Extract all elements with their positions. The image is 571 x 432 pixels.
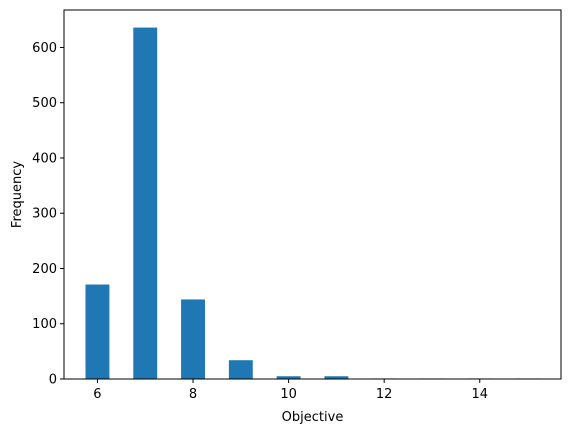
x-tick-label: 10 <box>280 387 297 402</box>
x-axis-ticks: 6 8 10 12 14 <box>93 379 488 402</box>
x-tick-label: 12 <box>376 387 393 402</box>
y-tick-label: 100 <box>32 317 57 332</box>
y-tick-label: 400 <box>32 151 57 166</box>
y-tick-label: 300 <box>32 207 57 222</box>
axes-frame <box>63 9 562 380</box>
axes-layer <box>63 9 562 380</box>
y-tick-label: 500 <box>32 96 57 111</box>
y-tick-label: 0 <box>49 373 57 388</box>
bar-10 <box>276 376 301 379</box>
bar-11 <box>324 376 349 379</box>
y-axis-label: Frequency <box>10 161 25 228</box>
x-tick-label: 8 <box>189 387 197 402</box>
bar-9 <box>228 360 253 379</box>
bar-7 <box>133 27 158 379</box>
x-tick-label: 14 <box>471 387 488 402</box>
y-tick-label: 600 <box>32 41 57 56</box>
x-axis-label: Objective <box>282 410 344 425</box>
y-axis-ticks: 0 100 200 300 400 500 600 <box>32 41 64 388</box>
bar-8 <box>181 299 205 379</box>
y-tick-label: 200 <box>32 262 57 277</box>
bars-layer <box>85 27 540 379</box>
bar-6 <box>85 284 110 379</box>
x-tick-label: 6 <box>93 387 101 402</box>
